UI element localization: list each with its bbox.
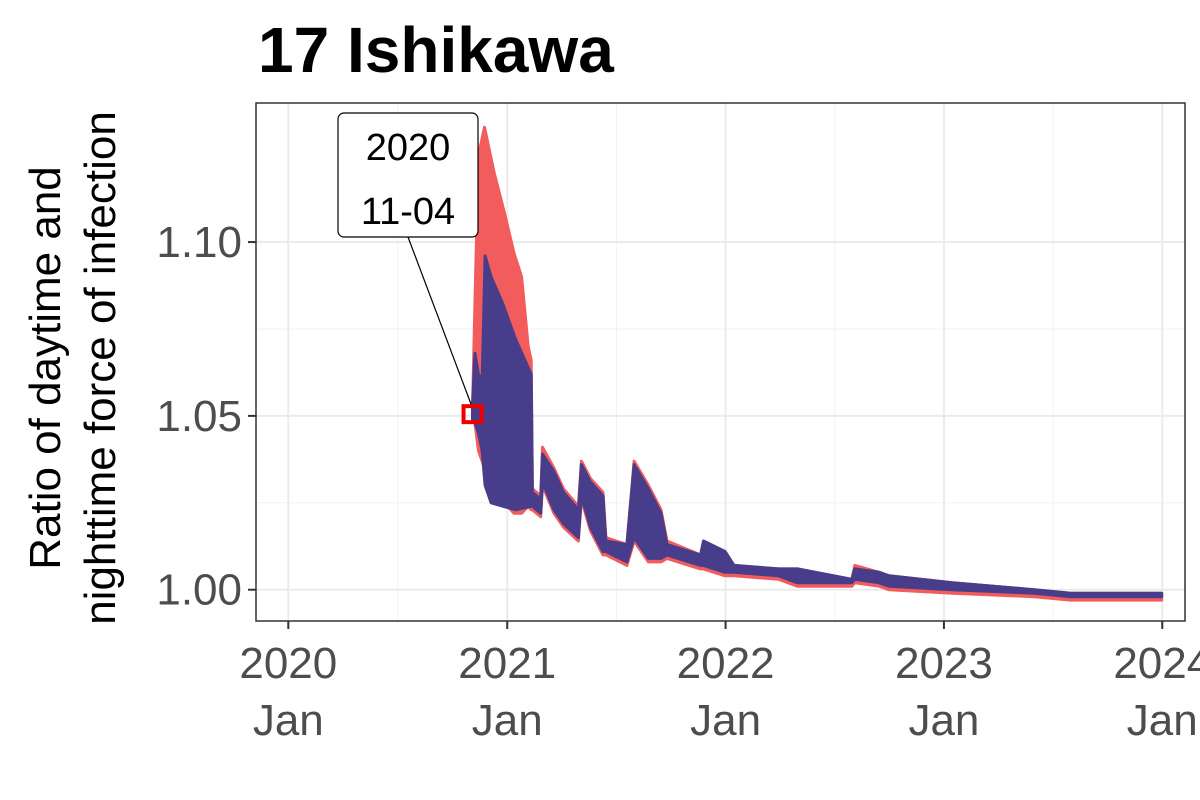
x-tick-label: Jan (690, 696, 761, 745)
y-axis-label-line-2: nighttime force of infection (76, 111, 125, 625)
grid-lines (256, 103, 1185, 621)
y-tick-label: 1.00 (156, 566, 242, 615)
y-axis-label-line-1: Ratio of daytime and (21, 166, 70, 570)
y-tick-label: 1.10 (156, 218, 242, 267)
x-tick-label: 2024 (1113, 639, 1200, 688)
x-tick-label: 2020 (239, 639, 337, 688)
series-bands (471, 125, 1164, 602)
y-tick-label: 1.05 (156, 392, 242, 441)
x-tick-label: Jan (908, 696, 979, 745)
y-axis-ticks: 1.00 1.05 1.10 (156, 218, 256, 615)
date-annotation: 2020 11-04 (337, 112, 484, 425)
x-tick-label: Jan (253, 696, 324, 745)
x-tick-label: Jan (1127, 696, 1198, 745)
annotation-label: 11-04 (361, 191, 455, 233)
chart-title: 17 Ishikawa (258, 14, 614, 86)
annotation-box (337, 112, 479, 238)
x-tick-label: Jan (472, 696, 543, 745)
series-band-2 (471, 254, 1164, 599)
x-axis-ticks: 2020 Jan 2021 Jan 2022 Jan 2023 Jan 2024 Jan (239, 621, 1200, 745)
annotation-label: 2020 (366, 127, 451, 169)
x-tick-label: 2021 (458, 639, 556, 688)
annotation-leader-line (407, 236, 474, 409)
plot-panel-border (255, 102, 1186, 622)
x-tick-label: 2022 (677, 639, 775, 688)
x-tick-label: 2023 (895, 639, 993, 688)
annotation-marker (461, 404, 484, 425)
